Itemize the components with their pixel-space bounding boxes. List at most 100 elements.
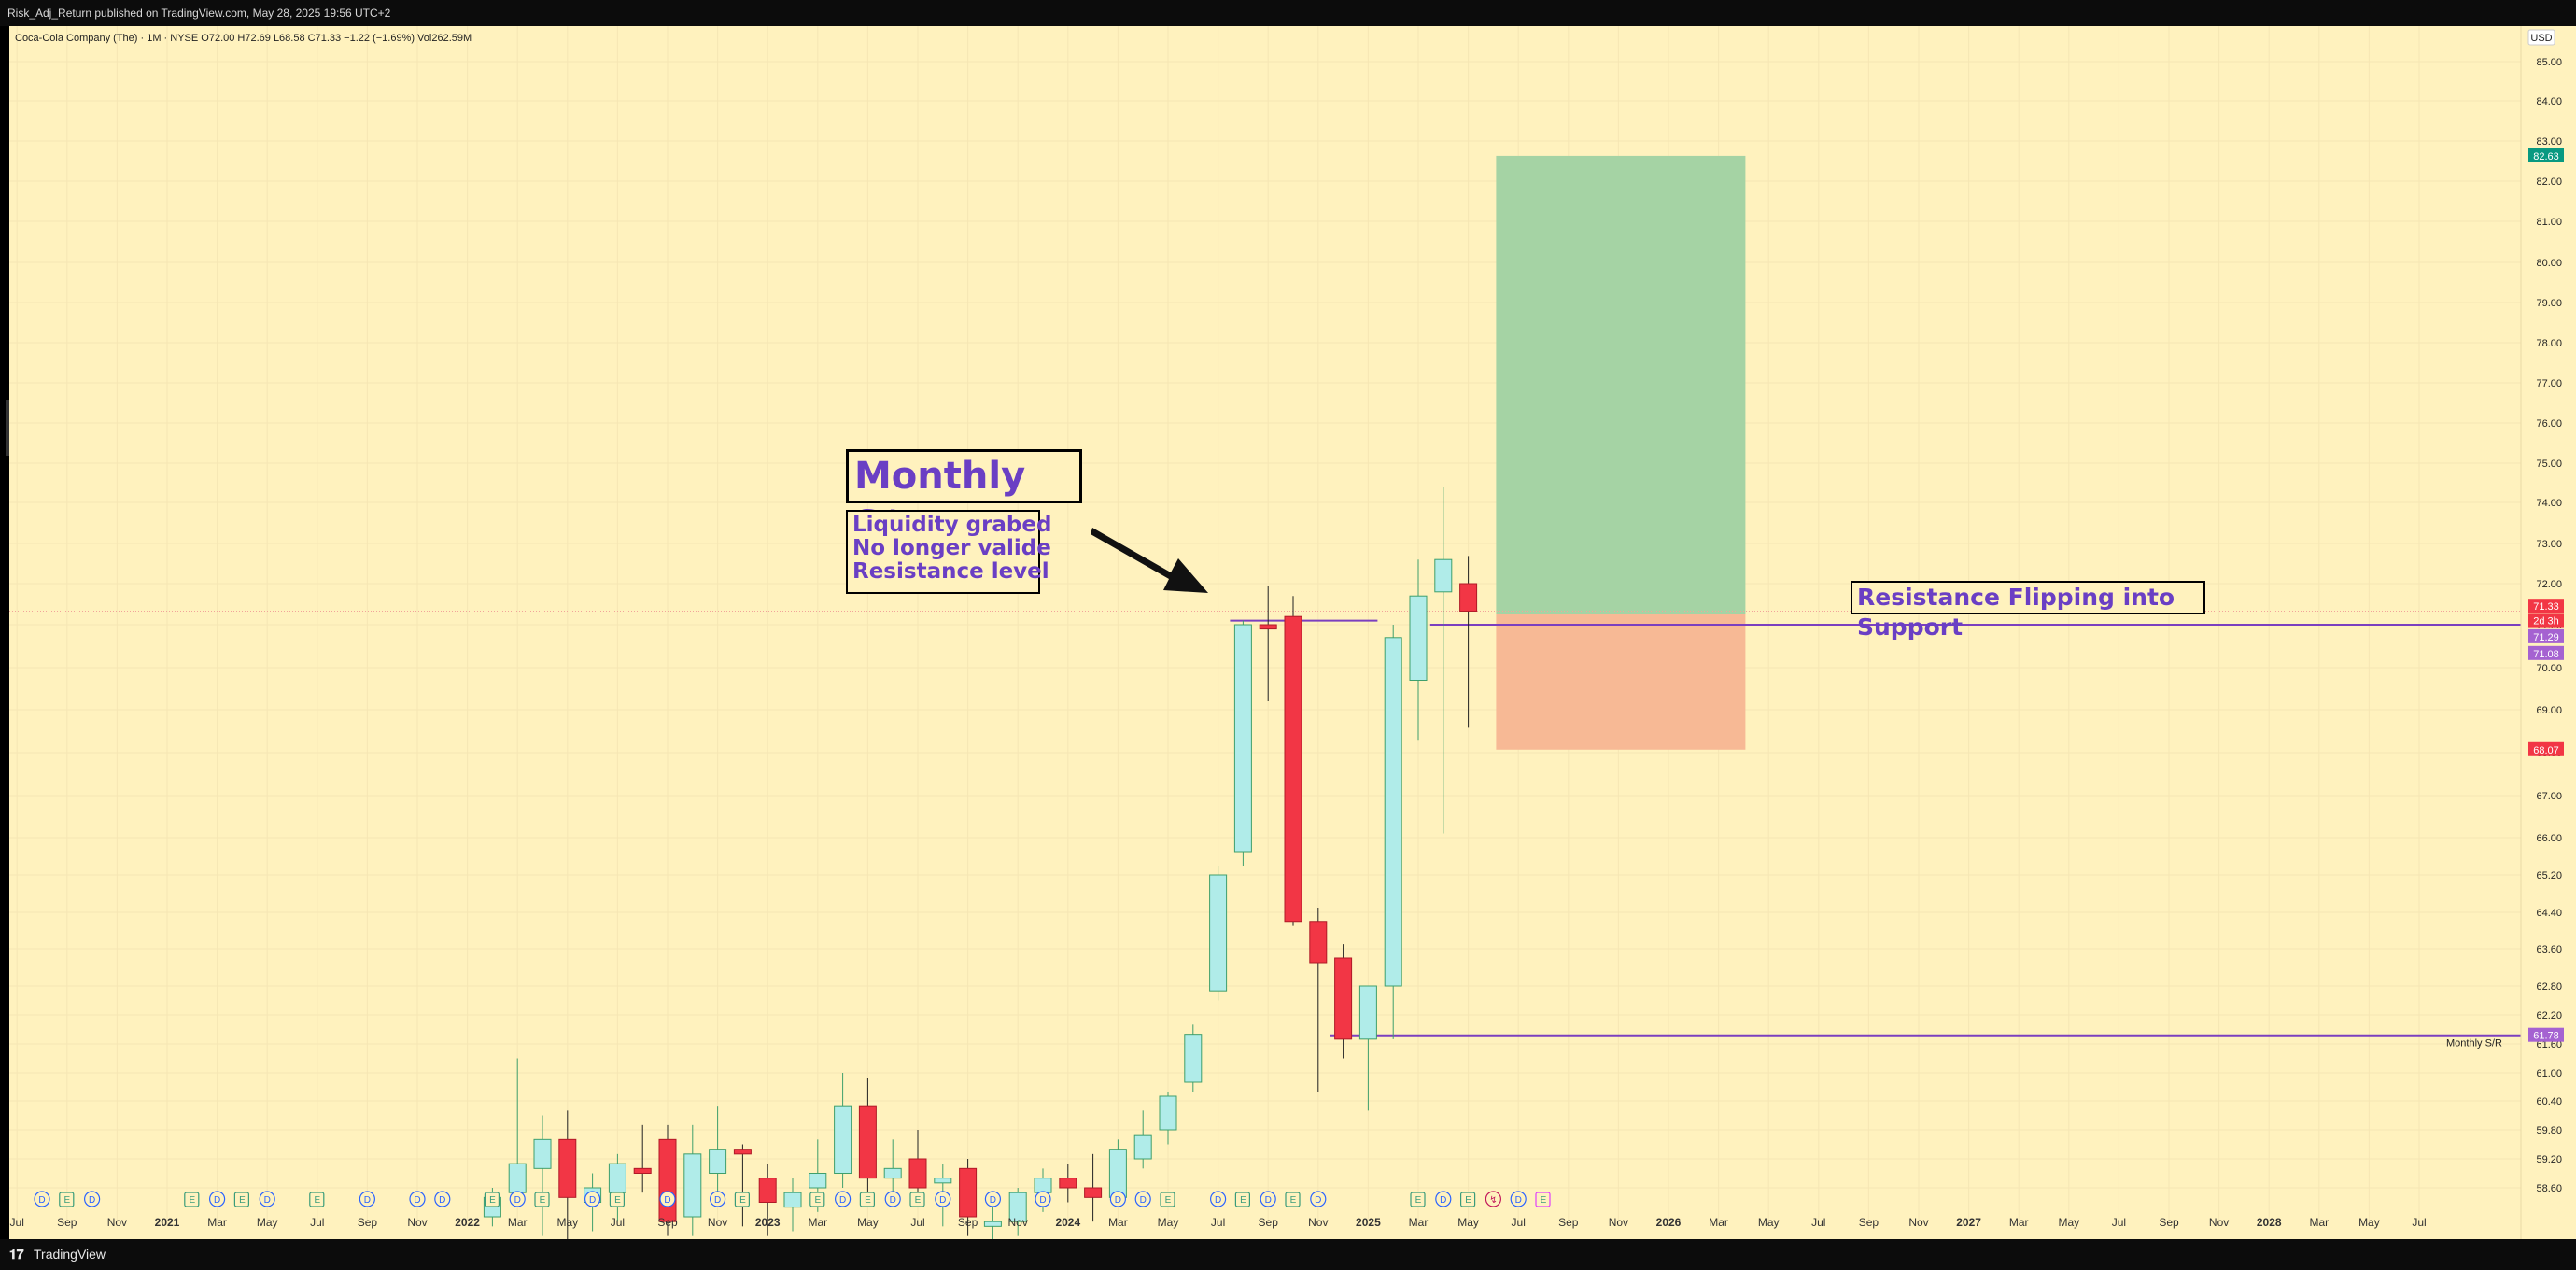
candle-body: [683, 1153, 702, 1218]
event-marker[interactable]: D: [259, 1191, 275, 1207]
event-marker[interactable]: E: [1535, 1192, 1551, 1207]
event-marker[interactable]: E: [859, 1192, 876, 1207]
event-marker[interactable]: D: [409, 1191, 426, 1207]
event-marker[interactable]: D: [209, 1191, 226, 1207]
time-tick-label: May: [1158, 1216, 1179, 1229]
price-tick-label: 85.00: [2536, 57, 2562, 68]
price-tick-label: 69.00: [2536, 705, 2562, 716]
candle: [1434, 487, 1453, 834]
level-label: Monthly S/R: [2446, 1038, 2502, 1050]
dividend-icon: [584, 1191, 601, 1207]
event-marker[interactable]: D: [1209, 1191, 1227, 1207]
event-marker[interactable]: D: [834, 1191, 852, 1207]
time-tick-label: Sep: [57, 1216, 77, 1229]
event-marker[interactable]: D: [884, 1191, 901, 1207]
candle: [1059, 1164, 1077, 1203]
earnings-icon: [184, 1192, 200, 1207]
price-badge-text: 71.08: [2533, 649, 2559, 660]
event-marker[interactable]: E: [734, 1192, 751, 1207]
event-marker[interactable]: D: [1035, 1191, 1051, 1207]
event-marker[interactable]: D: [935, 1191, 951, 1207]
event-marker[interactable]: D: [709, 1191, 726, 1207]
event-marker[interactable]: D: [584, 1191, 601, 1207]
event-marker[interactable]: E: [233, 1192, 249, 1207]
price-tick-label: 59.20: [2536, 1154, 2562, 1165]
price-badge-text: 68.07: [2533, 745, 2559, 756]
arrow-icon: [1091, 528, 1208, 593]
event-letter: E: [814, 1195, 821, 1206]
event-marker[interactable]: E: [309, 1192, 325, 1207]
brand-name[interactable]: TradingView: [34, 1247, 106, 1262]
time-tick-label: Mar: [1709, 1216, 1728, 1229]
event-marker[interactable]: E: [484, 1192, 500, 1207]
event-marker[interactable]: D: [659, 1191, 676, 1207]
event-marker[interactable]: D: [509, 1191, 526, 1207]
event-marker[interactable]: E: [609, 1192, 626, 1207]
candle-body: [1184, 1034, 1203, 1083]
event-marker[interactable]: D: [83, 1191, 101, 1207]
flip-label[interactable]: Resistance Flipping into Support: [1851, 581, 2205, 641]
price-tick-label: 65.20: [2536, 870, 2562, 882]
scroll-handle[interactable]: [6, 400, 9, 456]
candle: [1334, 944, 1353, 1059]
time-tick-label: Mar: [808, 1216, 827, 1229]
time-tick-label: Sep: [1859, 1216, 1879, 1229]
event-marker[interactable]: E: [534, 1192, 550, 1207]
event-letter: D: [89, 1195, 95, 1206]
event-marker[interactable]: E: [1234, 1192, 1251, 1207]
event-marker[interactable]: D: [984, 1191, 1002, 1207]
event-marker[interactable]: E: [184, 1192, 200, 1207]
tv-logo-icon[interactable]: 𝟏𝟕: [9, 1247, 24, 1262]
candle: [709, 1106, 727, 1193]
event-marker[interactable]: E: [909, 1192, 925, 1207]
candle-body: [983, 1221, 1002, 1227]
earnings-icon: [1160, 1192, 1175, 1207]
event-marker[interactable]: D: [359, 1191, 375, 1207]
candle: [1159, 1092, 1177, 1145]
candle: [883, 1139, 902, 1198]
dividend-icon: [1109, 1191, 1127, 1207]
price-tick-label: 73.00: [2536, 539, 2562, 550]
time-tick-label: 2022: [455, 1216, 480, 1229]
price-badge-box: [2528, 741, 2564, 756]
time-tick-label: Mar: [1108, 1216, 1128, 1229]
event-marker[interactable]: ↯: [1485, 1191, 1502, 1207]
event-marker[interactable]: D: [1134, 1191, 1151, 1207]
dividend-icon: [659, 1191, 676, 1207]
event-marker[interactable]: D: [1260, 1191, 1276, 1207]
candle-body: [1434, 558, 1453, 593]
event-marker[interactable]: D: [1310, 1191, 1327, 1207]
candle-body: [1159, 1095, 1177, 1131]
event-marker[interactable]: E: [1160, 1192, 1175, 1207]
event-marker[interactable]: E: [59, 1192, 75, 1207]
price-badge-text: 82.63: [2533, 151, 2559, 162]
event-marker[interactable]: D: [1109, 1191, 1127, 1207]
candle-body: [834, 1105, 852, 1174]
price-tick-label: 59.80: [2536, 1125, 2562, 1136]
event-marker[interactable]: D: [1435, 1191, 1452, 1207]
price-badge: 71.29: [2528, 628, 2564, 643]
time-tick-label: Mar: [2009, 1216, 2029, 1229]
candle-body: [658, 1138, 677, 1222]
price-tick-label: 62.20: [2536, 1010, 2562, 1022]
annotation-arrow: [1091, 528, 1208, 593]
event-letter: D: [1039, 1195, 1046, 1206]
liquidity-note[interactable]: Liquidity grabed No longer valide Resist…: [846, 510, 1051, 594]
event-marker[interactable]: E: [809, 1192, 825, 1207]
time-tick-label: 2025: [1356, 1216, 1381, 1229]
event-marker[interactable]: E: [1459, 1192, 1476, 1207]
event-letter: E: [1290, 1195, 1297, 1206]
time-tick-label: Sep: [2159, 1216, 2179, 1229]
event-marker[interactable]: D: [434, 1191, 451, 1207]
dividend-icon: [434, 1191, 451, 1207]
candle: [1409, 559, 1428, 741]
event-marker[interactable]: D: [1510, 1191, 1527, 1207]
candle-body: [1409, 595, 1428, 682]
time-tick-label: 2028: [2257, 1216, 2282, 1229]
candle: [733, 1144, 752, 1227]
monthly-sr-title[interactable]: Monthly S/R: [846, 449, 1082, 546]
event-marker[interactable]: E: [1410, 1192, 1426, 1207]
event-marker[interactable]: D: [34, 1191, 50, 1207]
event-marker[interactable]: E: [1285, 1192, 1301, 1207]
